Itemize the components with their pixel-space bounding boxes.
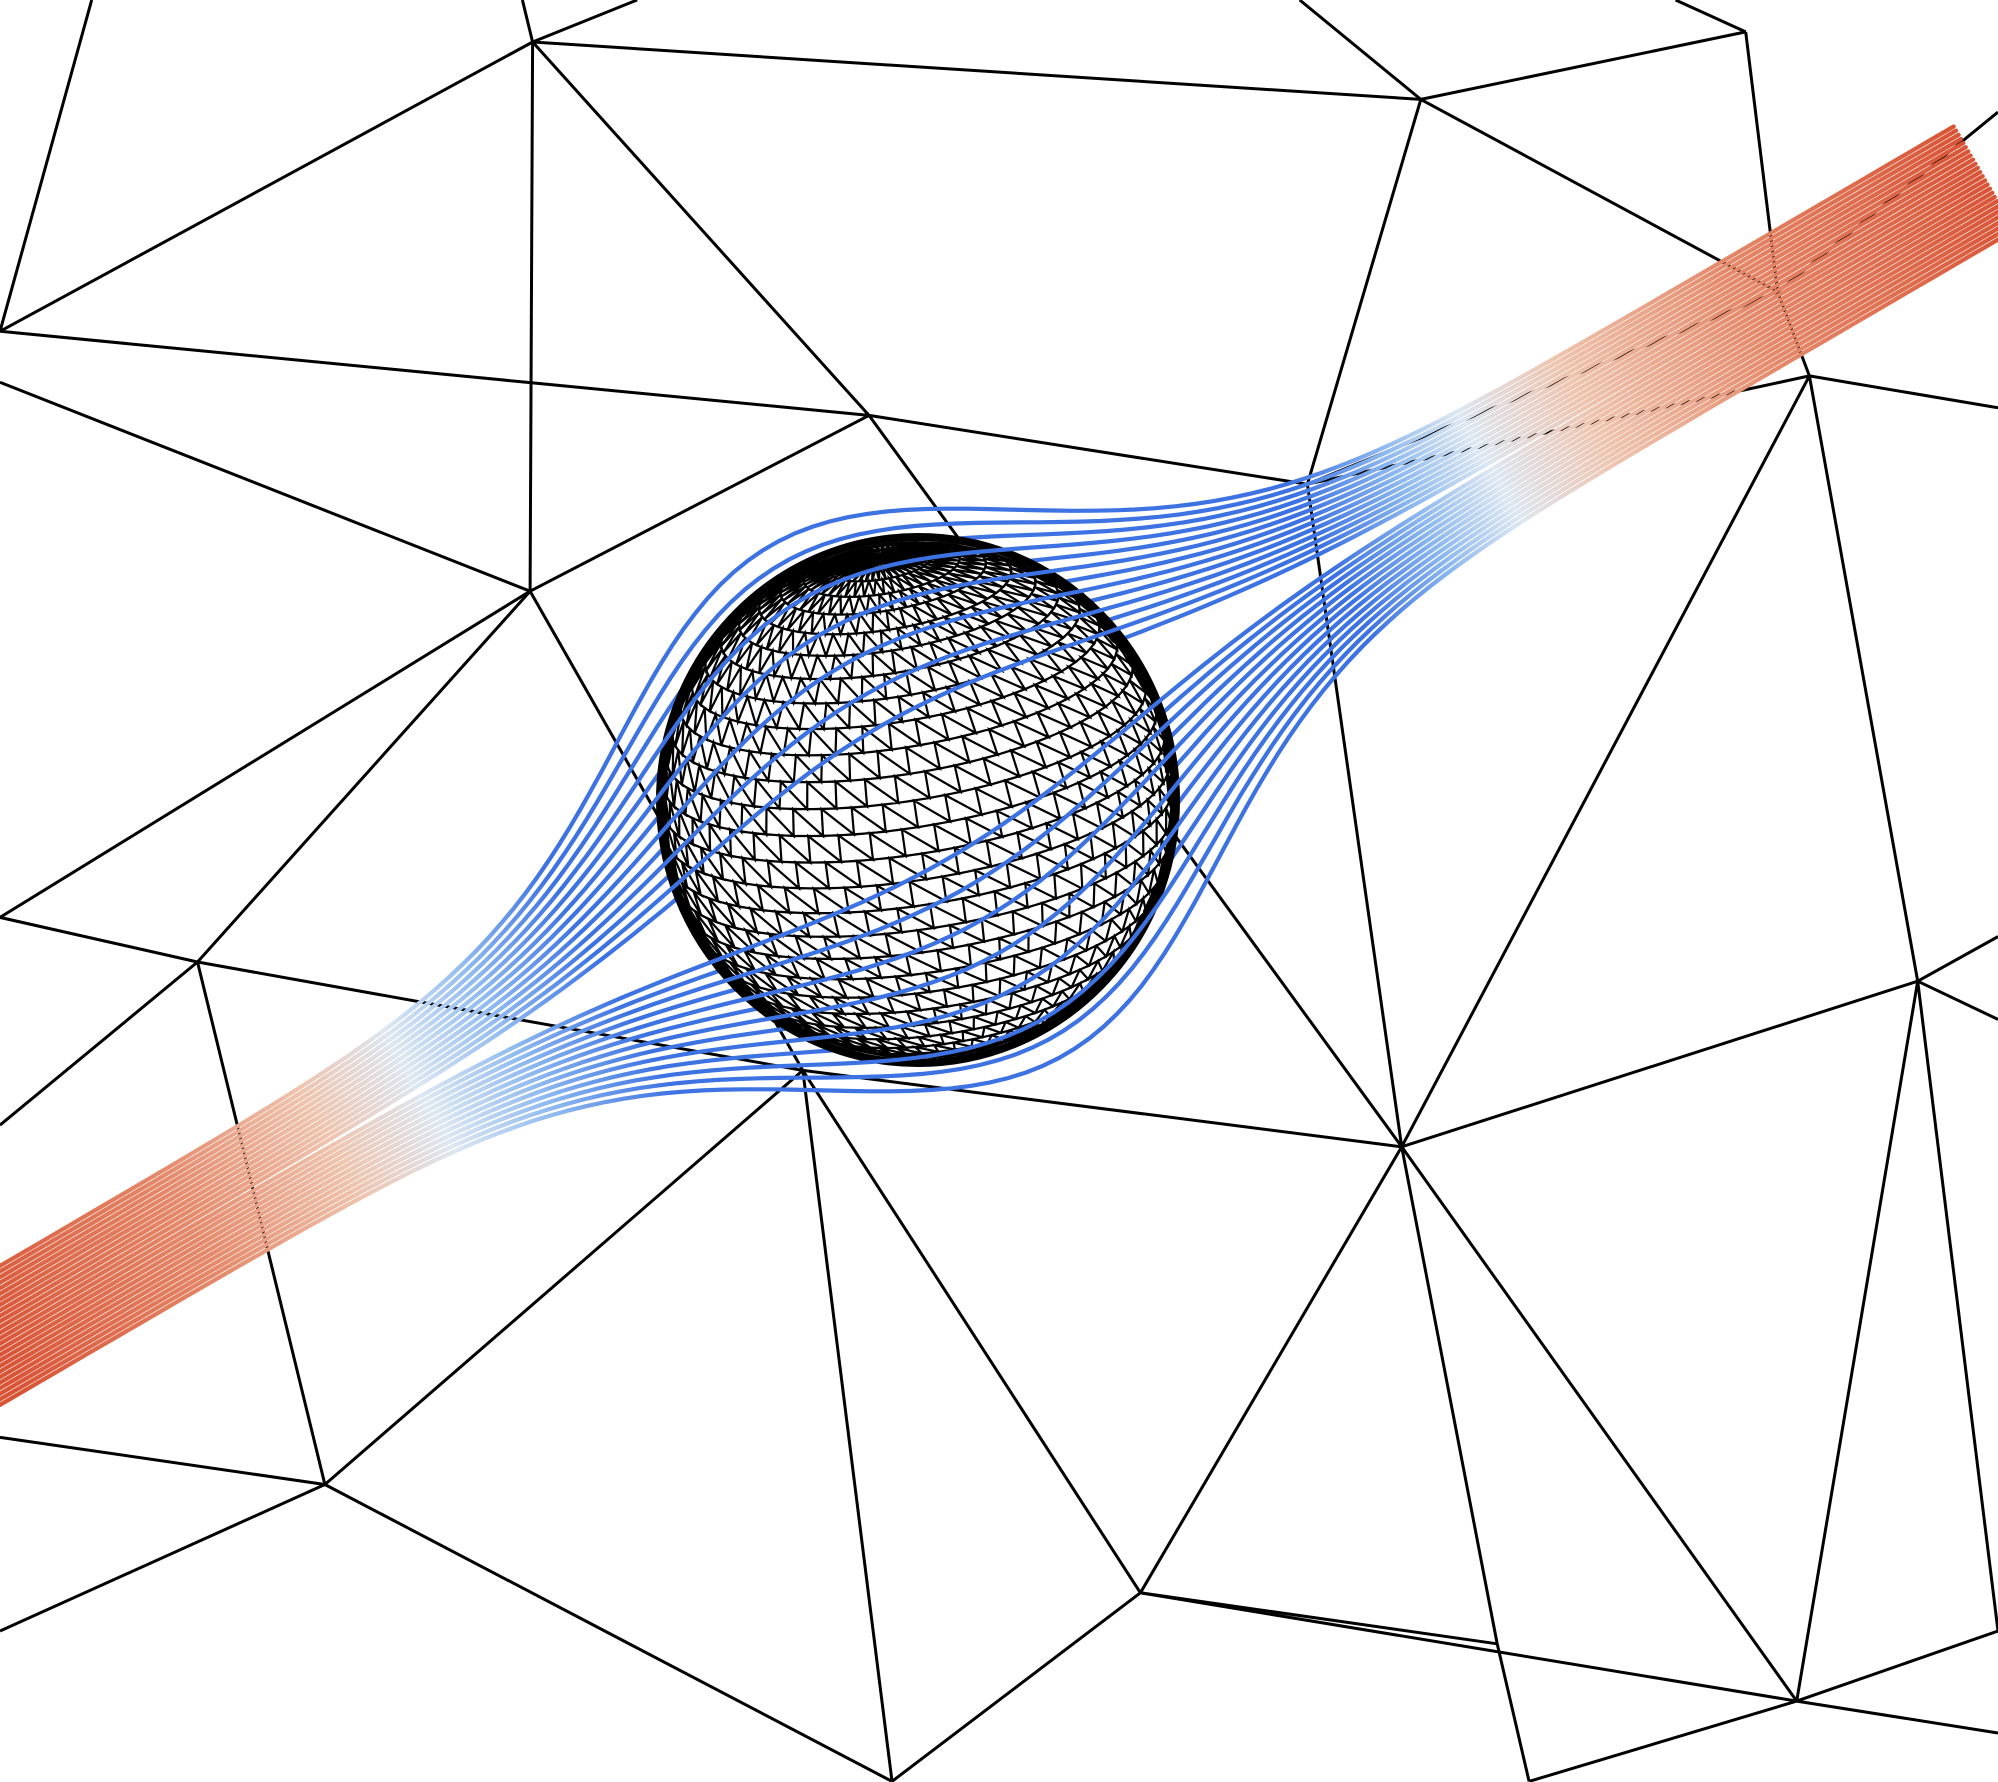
- streamline: [0, 225, 1998, 1397]
- mesh-edge: [531, 40, 871, 417]
- mesh-edge: [520, 0, 535, 43]
- mesh-edge: [1400, 375, 1811, 1148]
- mesh-edge: [528, 41, 535, 592]
- mesh-edge: [1796, 1629, 1998, 1703]
- mesh-edge: [0, 380, 531, 593]
- mesh-edge: [532, 40, 1421, 101]
- mesh-edge: [0, 329, 870, 417]
- streamline: [0, 145, 1968, 1297]
- mesh-edge: [1528, 1699, 1798, 1782]
- mesh-edge: [1298, 0, 1422, 101]
- mesh-edge: [1400, 1146, 1499, 1645]
- mesh-edge: [1400, 1145, 1798, 1702]
- streamline: [0, 124, 1956, 1269]
- mesh-edge: [1495, 1643, 1531, 1782]
- mesh-edge: [1917, 979, 1998, 1021]
- mesh-edge: [868, 413, 1308, 486]
- mesh-edge: [1809, 374, 1998, 410]
- mesh-edge: [1420, 30, 1747, 101]
- mesh-edge: [0, 915, 198, 964]
- mesh-edge: [0, 0, 94, 332]
- mesh-edge: [196, 590, 532, 964]
- mesh-edge: [1807, 375, 1920, 982]
- streamline: [0, 128, 1959, 1274]
- mesh-edge: [1795, 980, 1920, 1702]
- mesh-edge: [891, 1591, 1142, 1782]
- streamline: [0, 136, 1964, 1285]
- mesh-edge: [1420, 98, 1779, 294]
- sphere-outline: [656, 533, 1180, 1067]
- mesh-edge: [324, 1483, 893, 1782]
- mesh-edge: [0, 589, 531, 919]
- mesh-edge: [1916, 981, 1998, 1632]
- mesh-edge: [0, 960, 199, 1127]
- mesh-edge: [323, 1069, 804, 1486]
- streamline: [0, 170, 1983, 1330]
- mesh-edge: [1140, 1591, 1797, 1703]
- mesh-edge: [802, 1068, 1402, 1149]
- mesh-edge: [801, 1070, 894, 1782]
- streamline: [0, 231, 1998, 1402]
- mesh-edge: [1796, 1699, 1998, 1735]
- mesh-edge: [529, 414, 870, 593]
- mesh-edge: [1401, 979, 1919, 1149]
- sphere-obstacle: [656, 533, 1180, 1067]
- mesh-edge: [1674, 0, 1747, 34]
- streamline: [0, 178, 1988, 1341]
- streamline: [0, 161, 1978, 1319]
- mesh-edge: [1305, 98, 1423, 485]
- mesh-edge: [532, 0, 638, 44]
- mesh-edge: [0, 1435, 326, 1486]
- mesh-edge: [801, 1069, 1142, 1594]
- mesh-edge: [0, 40, 534, 333]
- mesh-edge: [1139, 1146, 1403, 1594]
- streamline: [0, 237, 1998, 1408]
- streamline: [0, 203, 1998, 1374]
- mesh-edge: [0, 1483, 326, 1633]
- streamline: [0, 153, 1973, 1308]
- streamline: [0, 186, 1993, 1352]
- streamline: [0, 194, 1997, 1363]
- streamlines-front: [0, 128, 1998, 1408]
- streamline: [0, 214, 1998, 1386]
- mesh-edge: [1916, 935, 1998, 983]
